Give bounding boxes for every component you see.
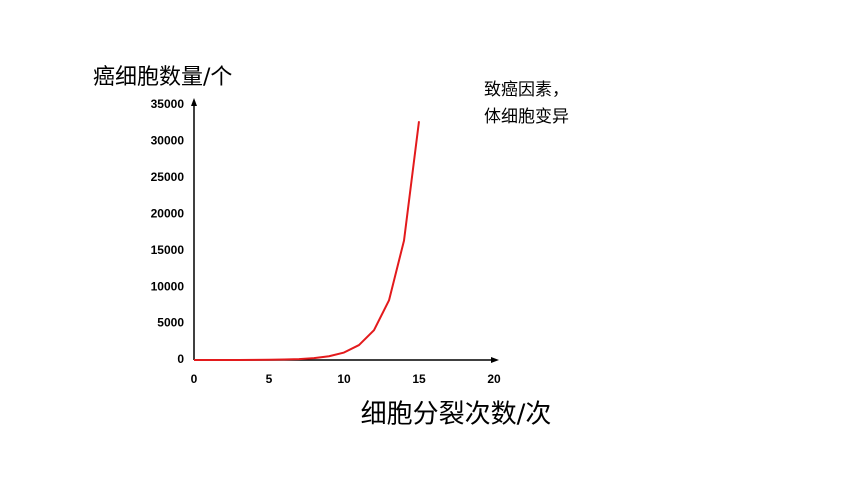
data-line [194, 121, 420, 361]
y-tick-label: 5000 [157, 316, 184, 330]
annotation: 体细胞变异 [484, 107, 569, 127]
y-axis-label: 癌细胞数量/个 [93, 65, 232, 90]
x-tick-label: 0 [191, 372, 198, 386]
x-tick-label: 15 [412, 372, 426, 386]
y-tick-label: 25000 [151, 170, 185, 184]
y-tick-label: 35000 [151, 97, 185, 111]
annotation: 致癌因素， [484, 80, 569, 100]
y-tick-label: 20000 [151, 206, 185, 220]
y-tick-label: 10000 [151, 279, 185, 293]
y-axis-arrow [191, 98, 197, 106]
x-tick-label: 10 [337, 372, 351, 386]
x-axis-arrow [491, 357, 499, 363]
y-tick-label: 15000 [151, 243, 185, 257]
y-tick-label: 0 [177, 352, 184, 366]
x-axis-label: 细胞分裂次数/次 [361, 400, 552, 430]
x-tick-label: 5 [266, 372, 273, 386]
x-tick-label: 20 [487, 372, 501, 386]
y-tick-label: 30000 [151, 134, 185, 148]
